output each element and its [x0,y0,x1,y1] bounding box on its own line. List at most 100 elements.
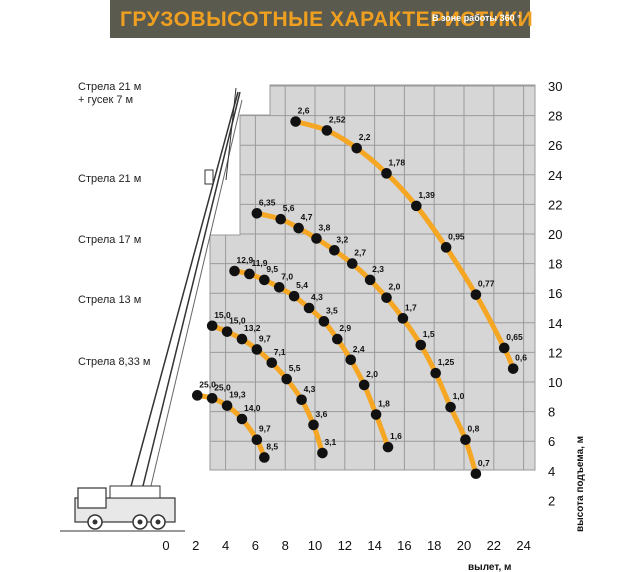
data-point [411,200,422,212]
data-point [311,233,322,244]
x-tick-label: 24 [516,538,530,553]
data-point [445,401,456,413]
data-label: 5,5 [289,363,301,373]
y-tick-label: 14 [548,316,562,331]
data-label: 7,1 [274,347,286,357]
data-label: 7,0 [281,271,293,281]
x-tick-label: 2 [192,538,199,553]
data-label: 1,78 [389,157,406,167]
data-label: 0,65 [506,332,523,342]
data-label: 2,0 [389,282,401,292]
data-point [470,289,482,300]
data-point [275,213,287,225]
y-tick-label: 4 [548,464,555,479]
crane-platform [109,485,161,499]
data-point [345,354,357,366]
data-label: 2,6 [298,106,310,116]
boom-label-1: Стрела 21 м [78,173,141,185]
data-label: 9,7 [259,424,271,434]
data-label: 3,1 [324,437,336,447]
x-tick-label: 18 [427,538,441,553]
data-point [206,392,218,404]
data-point [251,434,263,446]
data-point [364,274,376,286]
data-point [430,367,441,379]
x-tick-label: 22 [487,538,501,553]
x-tick-label: 4 [222,538,229,553]
data-label: 15,0 [229,316,246,326]
data-point [251,207,263,219]
boom-label-2: Стрела 17 м [78,234,141,246]
data-point [273,281,285,293]
data-label: 3,2 [336,234,348,244]
data-label: 1,39 [418,190,435,200]
data-point [259,452,270,463]
data-point [470,468,482,480]
data-point [381,292,392,303]
chart-title: ГРУЗОВЫСОТНЫЕ ХАРАКТЕРИСТИКИ [120,8,534,31]
hook-block [204,169,214,185]
data-label: 0,6 [515,353,527,363]
data-point [381,168,392,179]
data-label: 2,2 [359,132,371,142]
data-label: 1,0 [453,391,465,401]
truck-cab [77,487,107,509]
crane-illustration [60,87,243,532]
data-label: 5,6 [283,203,295,213]
data-point [507,363,519,374]
y-tick-label: 22 [548,197,562,212]
data-point [332,333,343,345]
y-tick-label: 26 [548,138,562,153]
data-label: 1,6 [390,431,402,441]
data-point [288,290,300,302]
boom-label-3: Стрела 13 м [78,294,141,306]
data-point [358,379,370,391]
data-point [236,333,248,345]
data-point [303,302,315,314]
y-tick-label: 28 [548,109,562,124]
data-point [370,409,382,420]
data-label: 3,8 [318,222,330,232]
data-point [266,357,278,369]
data-label: 8,5 [266,441,278,451]
data-label: 2,9 [339,323,351,333]
data-point [244,268,255,280]
data-point [191,390,203,401]
x-tick-label: 6 [252,538,259,553]
data-label: 1,7 [405,302,417,312]
x-tick-label: 0 [162,538,169,553]
data-point [296,394,307,406]
x-tick-label: 8 [282,538,289,553]
data-point [259,274,270,286]
data-point [440,242,452,253]
data-label: 15,0 [214,310,231,320]
boom-curves: 2,6 2,52 2,2 1,78 1,39 0,95 0,77 0,65 0,6 6,35 5,6… [191,106,527,480]
y-tick-label: 24 [548,168,562,183]
x-axis-title: вылет, м [468,562,511,572]
data-point [318,316,330,327]
data-label: 3,5 [326,305,338,315]
y-tick-label: 8 [548,405,555,420]
data-label: 1,25 [438,357,455,367]
hook-cable [225,87,237,181]
y-tick-label: 20 [548,227,562,242]
chart-subtitle: В зоне работы 360 ° [432,13,521,23]
data-point [498,342,510,354]
x-tick-label: 12 [338,538,352,553]
boom-label-0: Стрела 21 м [78,81,141,93]
data-point [308,419,319,431]
data-label: 0,8 [467,424,479,434]
data-point [221,326,233,337]
data-label: 25,0 [199,379,216,389]
x-tick-label: 16 [397,538,411,553]
data-point [236,413,248,425]
data-label: 0,95 [448,231,465,241]
data-label: 4,7 [301,212,313,222]
data-point [317,447,328,459]
data-label: 2,7 [354,248,366,258]
data-label: 1,8 [378,399,390,409]
axes: 0 2 4 6 8 10 12 14 16 18 20 22 242468101214161820222… [162,79,586,572]
data-label: 1,5 [423,329,435,339]
data-point [329,244,340,256]
